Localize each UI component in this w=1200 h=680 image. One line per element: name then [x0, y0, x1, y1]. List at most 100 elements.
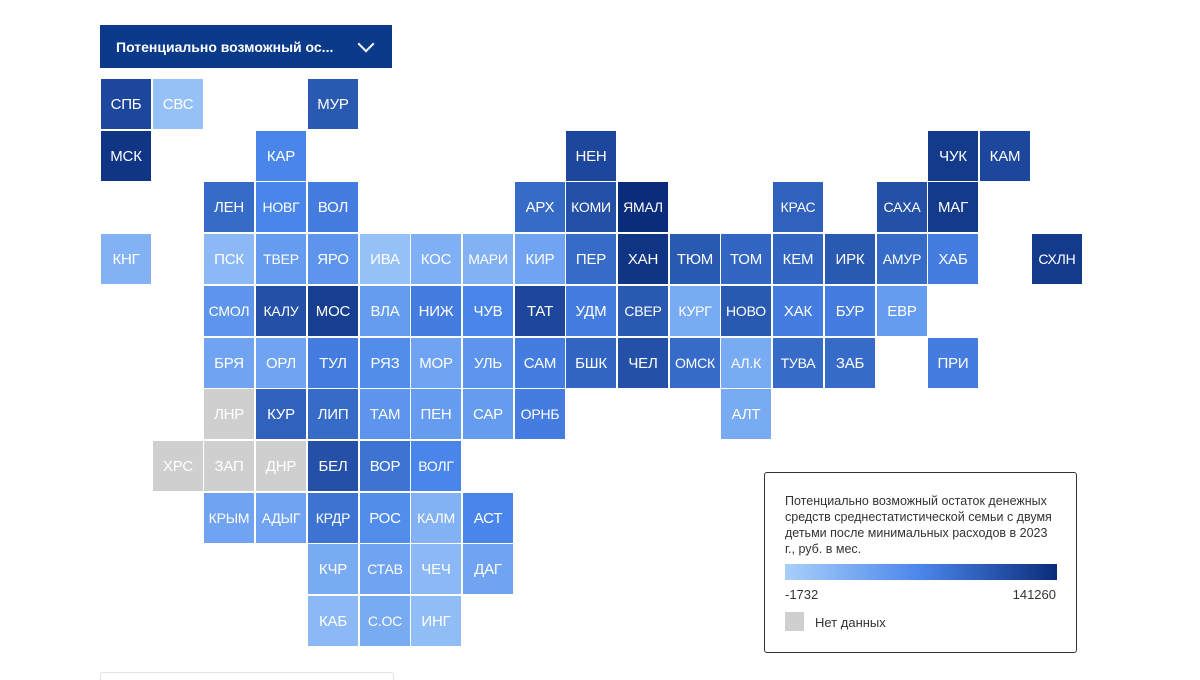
region-tile[interactable]: ЧЕЛ [618, 338, 668, 388]
region-tile[interactable]: КАЛУ [256, 286, 306, 336]
region-tile[interactable]: САР [463, 389, 513, 439]
region-tile[interactable]: ОМСК [670, 338, 720, 388]
region-tile[interactable]: МАРИ [463, 234, 513, 284]
region-tile[interactable]: АМУР [877, 234, 927, 284]
legend-color-scale [785, 564, 1057, 580]
region-tile[interactable]: БЕЛ [308, 441, 358, 491]
region-tile[interactable]: УЛЬ [463, 338, 513, 388]
no-data-swatch [785, 612, 804, 631]
region-tile[interactable]: ОРНБ [515, 389, 565, 439]
region-tile[interactable]: ЧЕЧ [411, 544, 461, 594]
region-tile[interactable]: КРЫМ [204, 493, 254, 543]
region-tile[interactable]: КНГ [101, 234, 151, 284]
region-tile[interactable]: КУРГ [670, 286, 720, 336]
region-tile[interactable]: ЗАП [204, 441, 254, 491]
region-tile[interactable]: ТАМ [360, 389, 410, 439]
region-tile[interactable]: ПЕР [566, 234, 616, 284]
region-tile[interactable]: КОМИ [566, 182, 616, 232]
region-tile[interactable]: КАР [256, 131, 306, 181]
region-tile[interactable]: ХАН [618, 234, 668, 284]
region-tile[interactable]: ВОЛ [308, 182, 358, 232]
region-tile[interactable]: НИЖ [411, 286, 461, 336]
region-tile[interactable]: КИР [515, 234, 565, 284]
region-tile[interactable]: ДАГ [463, 544, 513, 594]
region-tile[interactable]: ЛНР [204, 389, 254, 439]
indicator-dropdown[interactable]: Потенциально возможный ос... [100, 25, 392, 68]
region-tile[interactable]: РЯЗ [360, 338, 410, 388]
region-tile[interactable]: АЛТ [721, 389, 771, 439]
region-tile[interactable]: ТУВА [773, 338, 823, 388]
region-tile[interactable]: СТАВ [360, 544, 410, 594]
region-tile[interactable]: ДНР [256, 441, 306, 491]
region-tile[interactable]: КРАС [773, 182, 823, 232]
region-tile[interactable]: ИВА [360, 234, 410, 284]
region-tile[interactable]: БШК [566, 338, 616, 388]
region-tile[interactable]: МУР [308, 79, 358, 129]
region-tile[interactable]: САХА [877, 182, 927, 232]
region-tile[interactable]: НЕН [566, 131, 616, 181]
region-tile[interactable]: ХРС [153, 441, 203, 491]
region-tile[interactable]: СМОЛ [204, 286, 254, 336]
bottom-panel-edge [100, 672, 394, 680]
region-tile[interactable]: ОРЛ [256, 338, 306, 388]
region-tile[interactable]: СХЛН [1032, 234, 1082, 284]
region-tile[interactable]: АДЫГ [256, 493, 306, 543]
region-tile[interactable]: САМ [515, 338, 565, 388]
region-tile[interactable]: АРХ [515, 182, 565, 232]
region-tile[interactable]: КАБ [308, 596, 358, 646]
region-tile[interactable]: ЯМАЛ [618, 182, 668, 232]
region-tile[interactable]: ЧУК [928, 131, 978, 181]
region-tile[interactable]: АЛ.К [721, 338, 771, 388]
region-tile[interactable]: МОС [308, 286, 358, 336]
region-tile[interactable]: ЯРО [308, 234, 358, 284]
region-tile[interactable]: ЗАБ [825, 338, 875, 388]
region-tile[interactable]: ТАТ [515, 286, 565, 336]
region-tile[interactable]: БУР [825, 286, 875, 336]
region-tile[interactable]: НОВО [721, 286, 771, 336]
dropdown-label: Потенциально возможный ос... [116, 38, 334, 55]
region-tile[interactable]: КАЛМ [411, 493, 461, 543]
region-tile[interactable]: ТОМ [721, 234, 771, 284]
region-tile[interactable]: ЧУВ [463, 286, 513, 336]
legend-max-label: 141260 [1012, 587, 1056, 602]
region-tile[interactable]: ПРИ [928, 338, 978, 388]
region-tile[interactable]: ТУЛ [308, 338, 358, 388]
region-tile[interactable]: ТВЕР [256, 234, 306, 284]
region-tile[interactable]: ВЛА [360, 286, 410, 336]
region-tile[interactable]: КОС [411, 234, 461, 284]
region-tile[interactable]: МАГ [928, 182, 978, 232]
region-tile[interactable]: НОВГ [256, 182, 306, 232]
region-tile[interactable]: БРЯ [204, 338, 254, 388]
region-tile[interactable]: ПСК [204, 234, 254, 284]
region-tile[interactable]: ХАБ [928, 234, 978, 284]
region-tile[interactable]: ВОР [360, 441, 410, 491]
no-data-label: Нет данных [815, 615, 886, 630]
region-tile[interactable]: ЕВР [877, 286, 927, 336]
region-tile[interactable]: СВЕР [618, 286, 668, 336]
region-tile[interactable]: КЧР [308, 544, 358, 594]
region-tile[interactable]: ИНГ [411, 596, 461, 646]
region-tile[interactable]: КЕМ [773, 234, 823, 284]
region-tile[interactable]: ВОЛГ [411, 441, 461, 491]
region-tile[interactable]: ПЕН [411, 389, 461, 439]
region-tile[interactable]: С.ОС [360, 596, 410, 646]
region-tile[interactable]: АСТ [463, 493, 513, 543]
region-tile[interactable]: ЛИП [308, 389, 358, 439]
legend-min-label: -1732 [785, 587, 819, 602]
region-tile[interactable]: ХАК [773, 286, 823, 336]
region-tile[interactable]: КРДР [308, 493, 358, 543]
legend: Потенциально возможный остаток денежных … [764, 472, 1077, 653]
region-tile[interactable]: СПБ [101, 79, 151, 129]
region-tile[interactable]: РОС [360, 493, 410, 543]
region-tile[interactable]: СВС [153, 79, 203, 129]
region-tile[interactable]: ТЮМ [670, 234, 720, 284]
region-tile[interactable]: МОР [411, 338, 461, 388]
legend-title: Потенциально возможный остаток денежных … [785, 494, 1052, 556]
region-tile[interactable]: КАМ [980, 131, 1030, 181]
region-tile[interactable]: УДМ [566, 286, 616, 336]
region-tile[interactable]: ИРК [825, 234, 875, 284]
region-tile[interactable]: ЛЕН [204, 182, 254, 232]
region-tile[interactable]: МСК [101, 131, 151, 181]
region-tile[interactable]: КУР [256, 389, 306, 439]
